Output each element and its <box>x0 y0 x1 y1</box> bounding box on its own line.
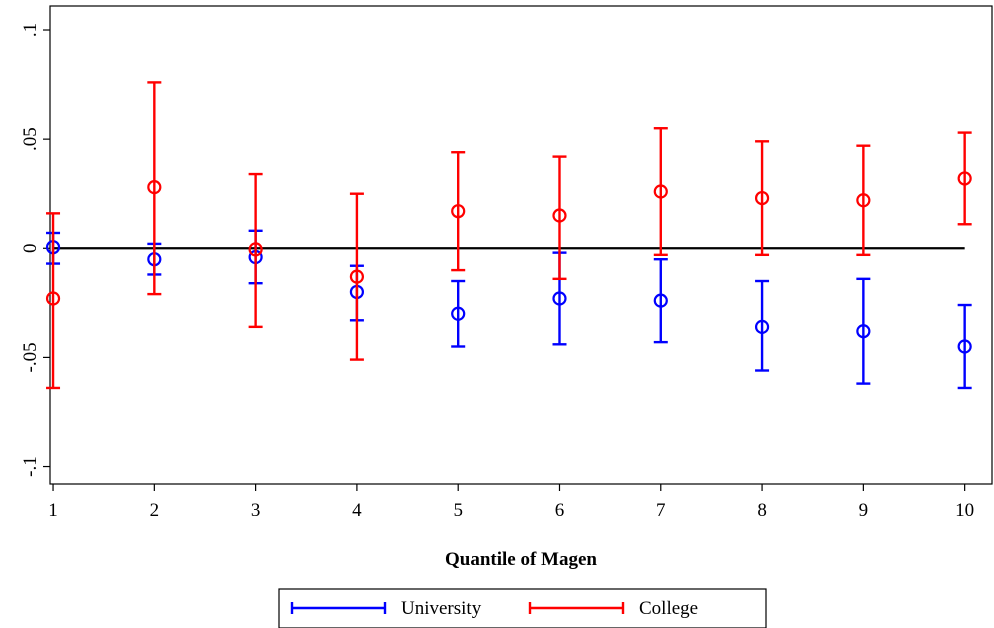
y-tick-label: 0 <box>20 244 41 254</box>
point-marker <box>754 319 770 334</box>
series-college <box>45 81 972 390</box>
legend: University College <box>278 588 767 628</box>
x-tick-label: 7 <box>656 500 666 521</box>
legend-label: University <box>401 598 482 619</box>
point-marker <box>856 324 871 339</box>
x-tick-label: 5 <box>453 500 463 521</box>
x-tick-label: 6 <box>555 500 565 521</box>
x-tick-label: 8 <box>757 500 767 521</box>
point-marker <box>45 291 61 306</box>
point-marker <box>653 293 668 308</box>
plot-area <box>49 5 993 485</box>
x-tick-label: 1 <box>48 500 58 521</box>
point-marker <box>552 291 567 306</box>
y-axis: -.1 -.05 0 .05 .1 <box>20 23 50 477</box>
y-tick-label: .1 <box>20 23 41 37</box>
point-marker <box>248 242 263 257</box>
point-marker <box>754 190 770 206</box>
x-axis: 1 2 3 4 5 6 7 8 9 10 <box>48 484 974 521</box>
point-marker <box>451 204 466 219</box>
x-tick-label: 2 <box>150 500 160 521</box>
point-marker <box>451 306 466 321</box>
x-axis-label: Quantile of Magen <box>445 549 597 570</box>
y-tick-label: -.1 <box>20 456 41 477</box>
series-layer <box>45 81 972 390</box>
point-marker <box>653 184 668 199</box>
point-marker <box>856 193 871 208</box>
x-tick-label: 10 <box>955 500 974 521</box>
point-marker <box>957 171 972 186</box>
point-marker <box>147 180 162 195</box>
x-tick-label: 3 <box>251 500 261 521</box>
point-marker <box>552 208 567 223</box>
y-tick-label: -.05 <box>20 342 41 372</box>
point-marker <box>349 269 365 284</box>
y-tick-label: .05 <box>20 127 41 151</box>
legend-label: College <box>639 598 698 619</box>
x-tick-label: 9 <box>859 500 869 521</box>
x-tick-label: 4 <box>352 500 362 521</box>
point-marker <box>957 339 972 354</box>
